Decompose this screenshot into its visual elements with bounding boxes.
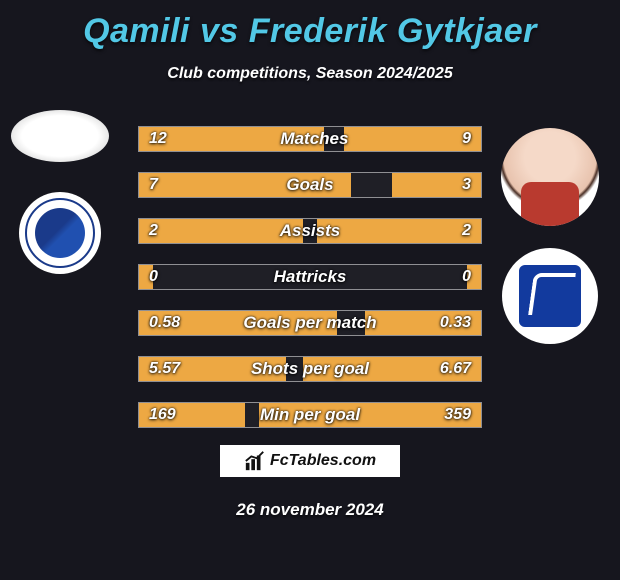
player-left-avatar [11, 110, 109, 162]
stat-right-value: 6.67 [430, 360, 481, 378]
stat-left-value: 12 [139, 130, 177, 148]
player-left-column [10, 110, 110, 274]
stat-row: 0.58Goals per match0.33 [138, 310, 482, 336]
stat-row: 5.57Shots per goal6.67 [138, 356, 482, 382]
stat-left-value: 2 [139, 222, 168, 240]
stat-right-value: 359 [434, 406, 481, 424]
site-watermark: FcTables.com [220, 445, 400, 477]
stat-row: 12Matches9 [138, 126, 482, 152]
player-right-avatar [501, 128, 599, 226]
player-right-club-badge [502, 248, 598, 344]
stats-bars: 12Matches9 7Goals3 2Assists2 0Hattricks0 0.5… [138, 126, 482, 448]
chart-icon [244, 450, 266, 472]
stat-right-value: 9 [452, 130, 481, 148]
stat-label: Goals per match [190, 313, 430, 333]
stat-right-value: 0.33 [430, 314, 481, 332]
stat-label: Min per goal [186, 405, 435, 425]
stat-row: 2Assists2 [138, 218, 482, 244]
stat-left-value: 169 [139, 406, 186, 424]
stat-left-value: 0 [139, 268, 168, 286]
comparison-subtitle: Club competitions, Season 2024/2025 [0, 65, 620, 83]
stat-label: Shots per goal [190, 359, 430, 379]
stat-row: 7Goals3 [138, 172, 482, 198]
player-left-club-badge [19, 192, 101, 274]
watermark-text: FcTables.com [270, 452, 376, 470]
stat-right-value: 0 [452, 268, 481, 286]
comparison-date: 26 november 2024 [0, 500, 620, 520]
stat-label: Goals [168, 175, 452, 195]
stat-label: Hattricks [168, 267, 452, 287]
stat-row: 0Hattricks0 [138, 264, 482, 290]
stat-row: 169Min per goal359 [138, 402, 482, 428]
stat-left-value: 7 [139, 176, 168, 194]
player-right-column [500, 128, 600, 344]
stat-left-value: 0.58 [139, 314, 190, 332]
stat-label: Assists [168, 221, 452, 241]
comparison-title: Qamili vs Frederik Gytkjaer [0, 0, 620, 51]
stat-label: Matches [177, 129, 452, 149]
stat-left-value: 5.57 [139, 360, 190, 378]
stat-right-value: 2 [452, 222, 481, 240]
stat-right-value: 3 [452, 176, 481, 194]
